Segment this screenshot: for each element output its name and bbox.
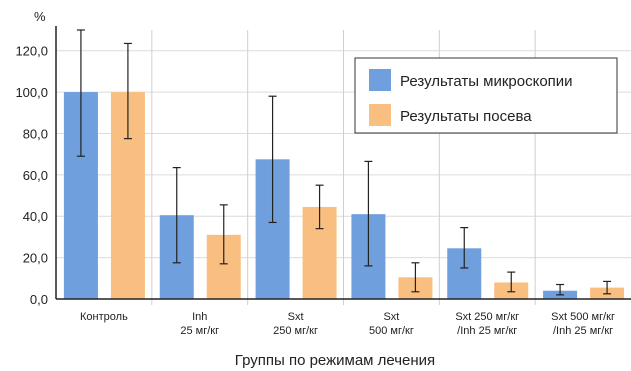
y-tick-labels: 0,0 20,0 40,0 60,0 80,0 100,0 120,0: [15, 44, 48, 307]
x-tick-label: /Inh 25 мг/кг: [553, 325, 613, 337]
legend-label: Результаты посева: [400, 108, 532, 125]
y-tick-label: 60,0: [23, 168, 48, 183]
legend-label: Результаты микроскопии: [400, 73, 573, 90]
x-tick-label: Sxt 500 мг/кг: [551, 311, 615, 323]
legend-box: [354, 57, 618, 134]
x-tick-label: 250 мг/кг: [273, 325, 318, 337]
y-tick-label: 80,0: [23, 126, 48, 141]
x-tick-label: Inh: [192, 311, 207, 323]
x-tick-label: Sxt: [383, 311, 399, 323]
x-tick-label: Контроль: [80, 311, 128, 323]
x-tick-label: Sxt: [288, 311, 304, 323]
x-category-labels: Контроль Inh 25 мг/кг Sxt 250 мг/кг Sxt 500 мг…: [80, 311, 615, 337]
x-tick-label: 25 мг/кг: [180, 325, 219, 337]
y-tick-label: 40,0: [23, 209, 48, 224]
y-axis-label: %: [34, 9, 46, 24]
x-tick-label: Sxt 250 мг/кг: [455, 311, 519, 323]
x-tick-label: 500 мг/кг: [369, 325, 414, 337]
error-bars: [76, 29, 612, 296]
y-tick-label: 0,0: [30, 292, 48, 307]
legend-swatch: [369, 104, 391, 126]
legend-swatch: [369, 69, 391, 91]
x-tick-label: /Inh 25 мг/кг: [457, 325, 517, 337]
x-axis-label: Группы по режимам лечения: [235, 352, 435, 369]
y-tick-label: 120,0: [15, 44, 48, 59]
y-tick-label: 100,0: [15, 85, 48, 100]
legend: Результаты микроскопии Результаты посева: [354, 57, 618, 134]
y-tick-label: 20,0: [23, 251, 48, 266]
axes: [55, 26, 631, 300]
